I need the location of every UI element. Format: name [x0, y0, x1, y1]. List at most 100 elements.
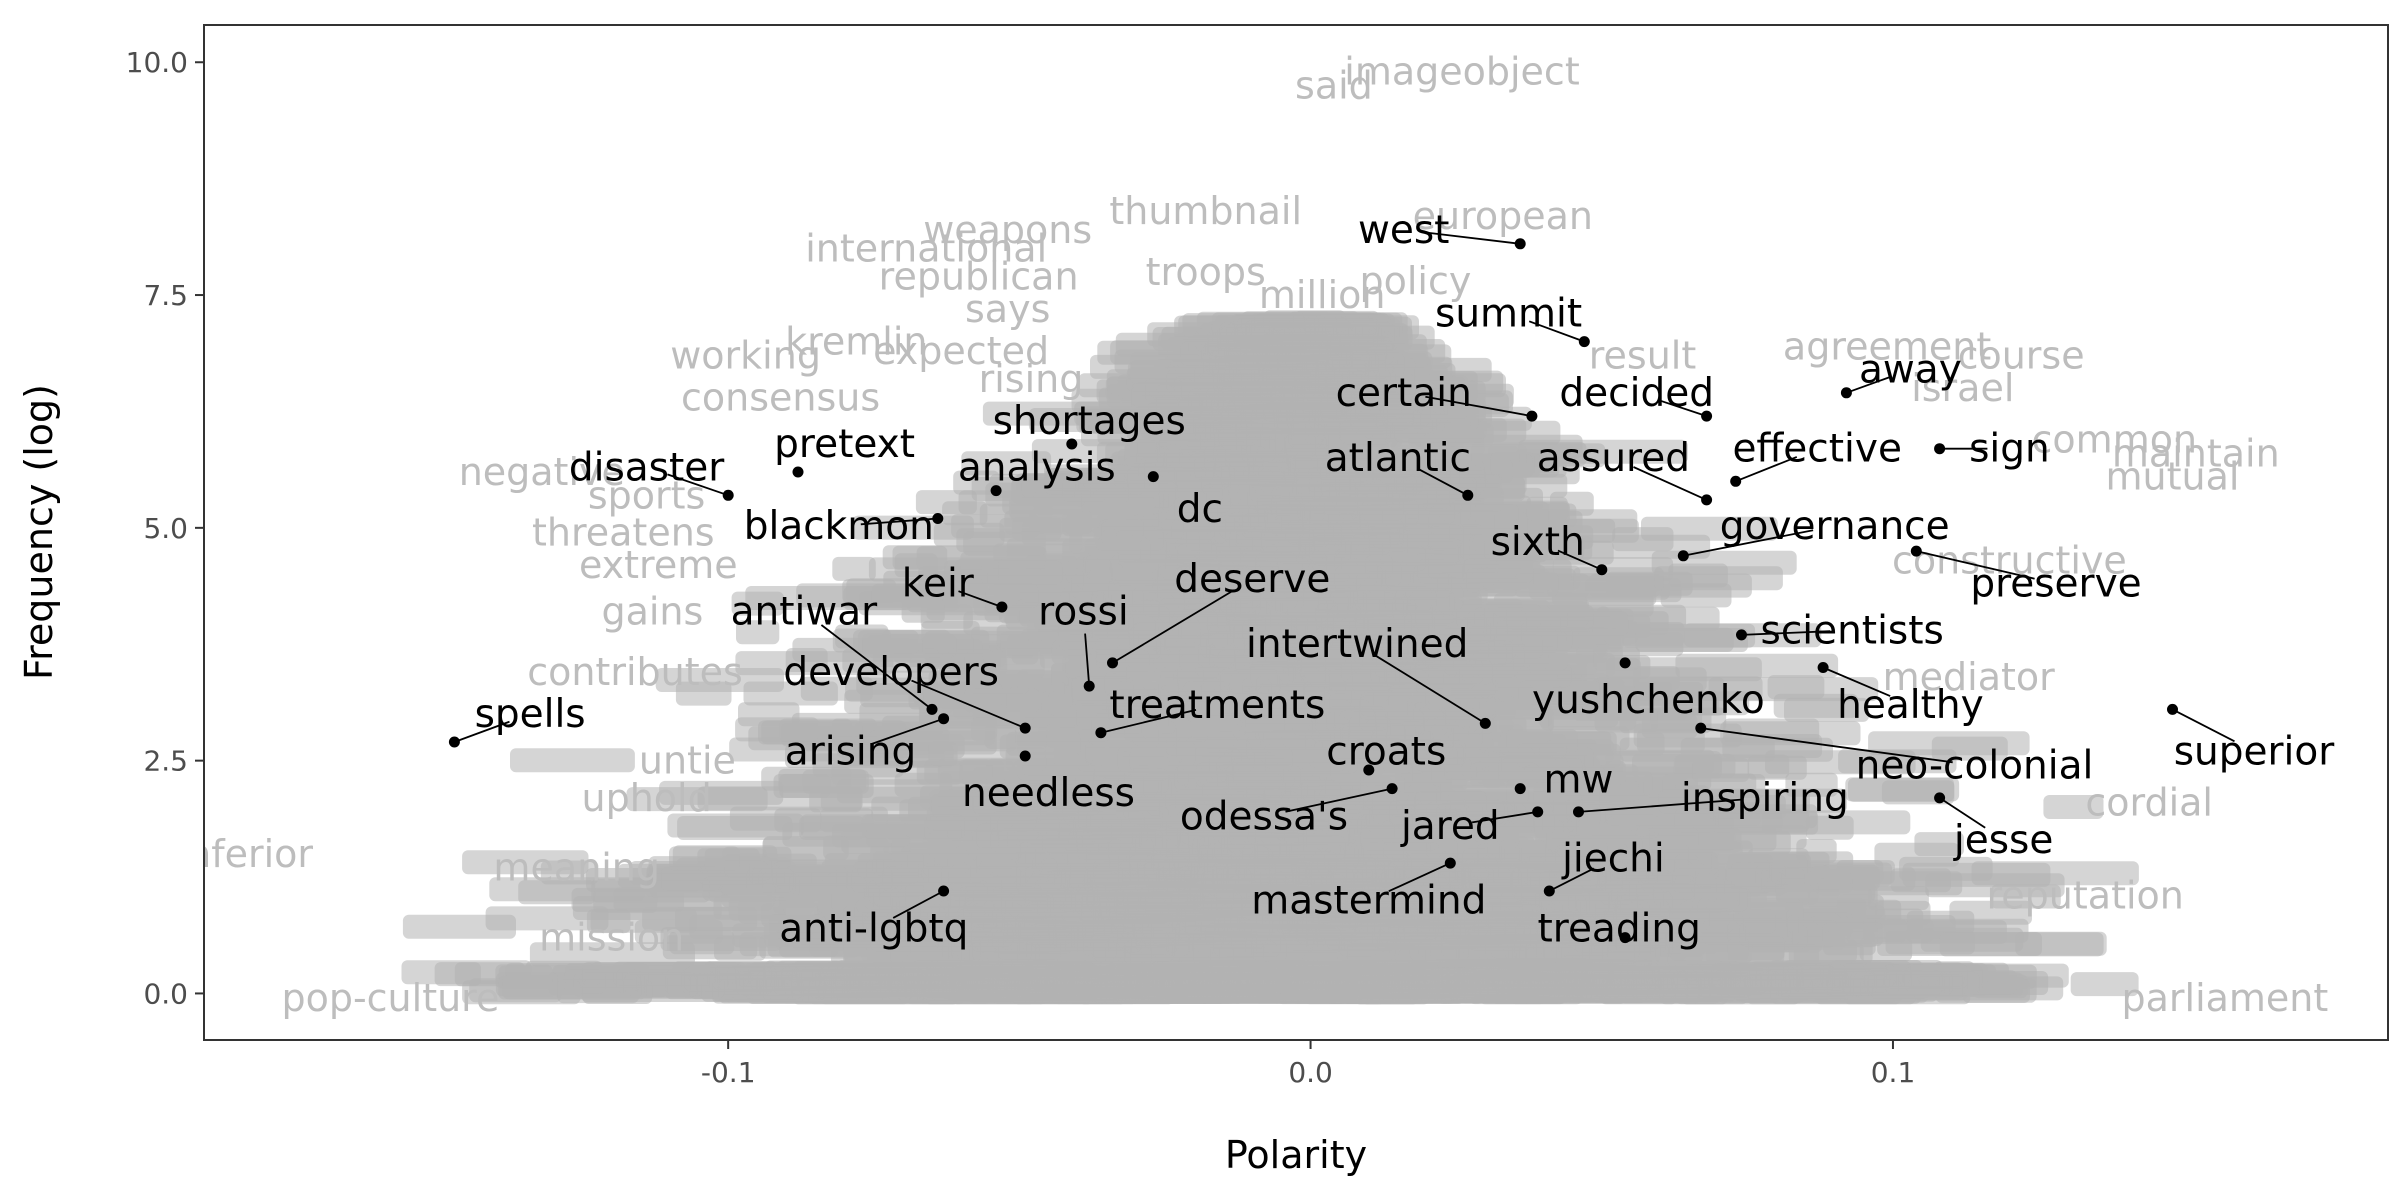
cloud-word-mark	[1335, 611, 1405, 636]
background-word-international: international	[805, 227, 1047, 271]
connector-keir	[958, 590, 1003, 608]
point-yushchenko	[1619, 657, 1631, 669]
cloud-word-mark	[1265, 860, 1397, 885]
cloud-word-mark	[1087, 594, 1175, 619]
cloud-word-mark	[1573, 567, 1664, 592]
highlight-label-spells: spells	[475, 692, 586, 737]
cloud-word-mark	[781, 921, 879, 946]
cloud-word-mark	[727, 966, 800, 991]
cloud-word-mark	[669, 846, 740, 871]
cloud-word-mark	[971, 717, 1111, 742]
cloud-word-mark	[1357, 585, 1464, 610]
point-anti-lgbtq	[938, 885, 950, 897]
y-tick-label: 0.0	[143, 977, 188, 1010]
cloud-word-mark	[1078, 409, 1222, 434]
cloud-word-mark	[1277, 838, 1362, 863]
connector-jiechi	[1548, 867, 1595, 892]
connector-healthy	[1822, 666, 1891, 697]
plot-panel-border	[203, 24, 2389, 1041]
cloud-word-mark	[1490, 452, 1535, 477]
cloud-word-mark	[961, 451, 1052, 476]
point-croats	[1363, 764, 1375, 776]
background-word-european: european	[1413, 194, 1593, 238]
cloud-word-mark	[1675, 653, 1839, 678]
background-word-parliament: parliament	[2121, 976, 2328, 1020]
cloud-word-mark	[890, 887, 1007, 912]
cloud-word-mark	[900, 965, 965, 990]
cloud-word-mark	[1796, 839, 1837, 863]
cloud-word-mark	[735, 717, 819, 742]
point-superior	[2167, 703, 2178, 715]
cloud-word-mark	[1260, 468, 1371, 492]
highlight-label-sixth: sixth	[1491, 520, 1585, 565]
label-connector-layer	[454, 231, 2235, 919]
highlight-label-analysis: analysis	[958, 445, 1116, 490]
highlight-label-jesse: jesse	[1953, 818, 2053, 863]
cloud-word-mark	[1810, 865, 1880, 890]
cloud-word-mark	[1499, 840, 1546, 865]
cloud-word-mark	[1637, 729, 1705, 753]
cloud-word-mark	[1654, 566, 1783, 591]
highlight-label-healthy: healthy	[1837, 683, 1984, 728]
cloud-word-mark	[736, 620, 780, 645]
point-certain	[1526, 410, 1538, 422]
cloud-word-mark	[1032, 784, 1136, 809]
cloud-word-mark	[964, 651, 1008, 676]
cloud-word-mark	[1672, 690, 1720, 715]
cloud-word-mark	[1593, 646, 1640, 671]
cloud-word-mark	[964, 688, 1040, 713]
point-intertwined	[1479, 717, 1491, 729]
highlight-label-pretext: pretext	[774, 422, 915, 467]
highlight-label-keir: keir	[902, 562, 975, 607]
cloud-word-mark	[485, 906, 609, 931]
background-word-reputation: reputation	[1987, 874, 2184, 918]
background-word-consensus: consensus	[681, 376, 880, 420]
cloud-word-mark	[1747, 755, 1807, 780]
background-word-agreement: agreement	[1783, 324, 1991, 368]
background-word-result: result	[1589, 334, 1697, 378]
cloud-word-mark	[1723, 718, 1820, 743]
cloud-word-mark	[731, 591, 784, 616]
cloud-word-mark	[1773, 693, 1858, 718]
cloud-word-mark	[1311, 892, 1466, 917]
cloud-word-mark	[1348, 638, 1437, 663]
highlight-label-jared: jared	[1400, 804, 1500, 849]
point-disaster	[722, 489, 734, 501]
cloud-word-mark	[832, 556, 876, 581]
cloud-word-mark	[1463, 572, 1559, 597]
cloud-word-mark	[1177, 761, 1234, 786]
highlight-label-layer: west summit away certain decided sign shortage…	[475, 208, 2336, 951]
connector-atlantic	[1416, 467, 1469, 497]
point-sign	[1934, 443, 1946, 455]
cloud-word-mark	[1284, 588, 1351, 613]
background-word-expected: expected	[873, 329, 1049, 373]
cloud-word-mark	[1147, 322, 1236, 347]
highlight-label-croats: croats	[1326, 729, 1446, 774]
background-word-contributes: contributes	[527, 650, 743, 694]
cloud-word-mark	[1971, 861, 2139, 886]
point-antiwar	[926, 703, 938, 715]
connector-preserve	[1916, 550, 2035, 580]
point-odessa-s	[1386, 783, 1398, 795]
point-jared	[1532, 806, 1544, 818]
cloud-word-mark	[976, 815, 1076, 840]
cloud-word-mark	[1506, 779, 1582, 804]
cloud-word-mark	[1349, 816, 1477, 841]
cloud-word-mark	[1822, 923, 1878, 948]
cloud-word-mark	[1276, 496, 1356, 521]
point-shortages	[1066, 438, 1078, 450]
point-mw	[1514, 783, 1526, 795]
cloud-word-mark	[655, 668, 784, 692]
cloud-word-mark	[915, 490, 977, 515]
background-word-mission: mission	[539, 916, 684, 960]
connector-developers	[911, 679, 1026, 729]
point-jesse	[1934, 792, 1946, 804]
highlight-label-blackmon: blackmon	[744, 504, 934, 549]
cloud-word-mark	[1004, 510, 1092, 535]
background-word-maintain: maintain	[2112, 431, 2280, 475]
cloud-word-mark	[1575, 928, 1656, 953]
background-word-negative: negative	[459, 450, 625, 494]
cloud-word-mark	[950, 966, 1088, 991]
